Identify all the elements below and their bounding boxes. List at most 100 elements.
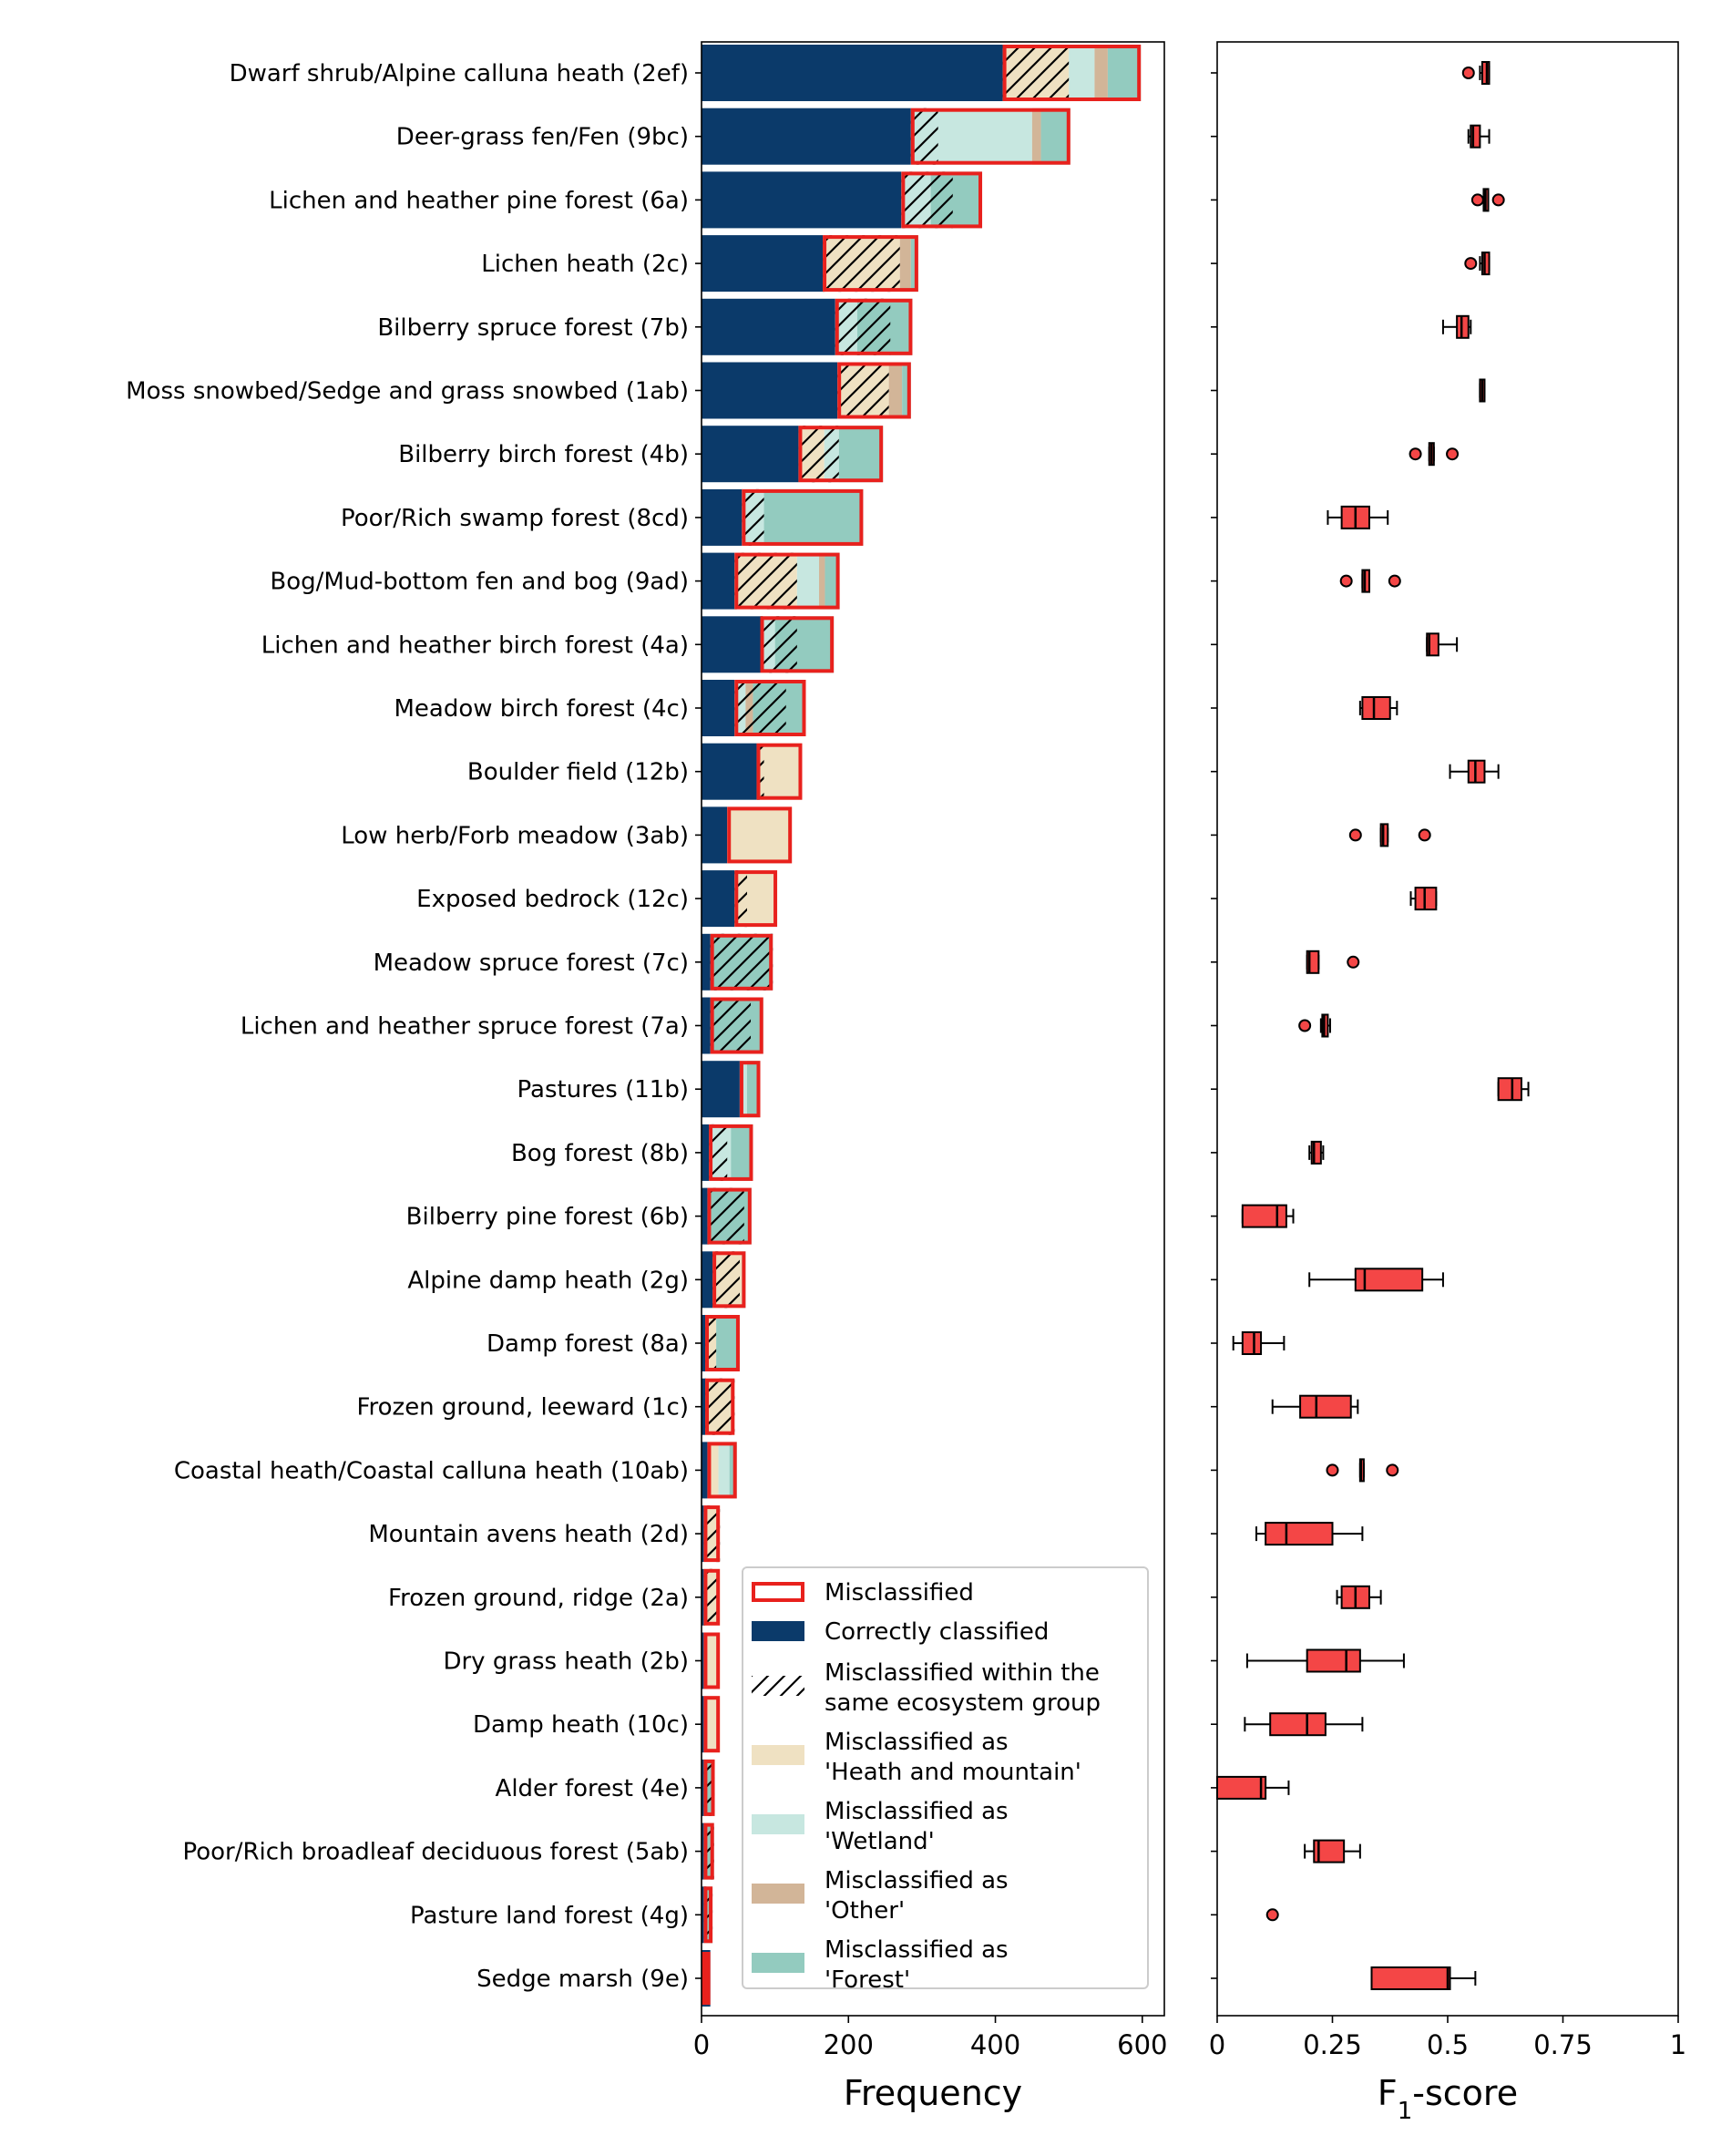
category-label: Lichen and heather birch forest (4a) [261,631,689,659]
within-group-hatch [703,1822,714,1880]
f1-box [1336,1585,1382,1609]
misclassified-outline [823,235,918,293]
correct-segment [702,426,799,483]
iqr-box [1241,1331,1263,1355]
outlier-point [1326,1463,1339,1477]
correct-segment [702,552,735,610]
misclassified-outline [835,298,913,355]
other-segment [899,235,911,293]
f1-box [1327,505,1389,529]
within-group-hatch [901,171,953,229]
correct-segment [702,997,711,1054]
misclassified-outline [702,1952,711,2005]
correct-segment [702,1505,704,1563]
outlier-point [1265,1908,1279,1922]
misclassified-outline [837,362,911,419]
within-group-hatch [712,1251,740,1309]
f1-score-panel: 0 0.25 0.5 0.75 1 F1-score [1209,41,1686,2125]
correct-segment [702,1061,740,1118]
other-segment [888,362,903,419]
misclassified-outline [910,108,1071,165]
misclassified-outline [756,743,803,800]
misclassified-outline [705,1378,735,1435]
outlier-point [1491,193,1505,207]
category-label: Dry grass heath (2b) [443,1648,689,1676]
category-label: Poor/Rich broadleaf deciduous forest (5a… [182,1839,689,1866]
iqr-box [1467,759,1486,784]
within-group-hatch [756,743,764,800]
correct-segment [702,171,902,229]
outlier-point [1464,257,1478,271]
misclassified-outline [734,552,840,610]
heath-segment [727,806,793,864]
misclassified-outline [709,1124,753,1181]
legend-label: Misclassified as 'Wetland' [825,1798,1009,1855]
forest-segment [1107,45,1142,101]
forest-segment [729,1442,737,1499]
f1-box [1298,1013,1331,1038]
f1-box [1304,1839,1361,1863]
misclassified-outline [703,1696,721,1753]
x-tick-label: 400 [970,2029,1020,2060]
iqr-box [1370,1966,1451,1990]
within-group-hatch [1002,45,1070,101]
legend-box [742,1566,1149,1989]
outlier-point [1446,447,1460,461]
legend-swatch [752,1745,804,1765]
within-group-hatch [742,488,764,546]
f1-box [1409,442,1460,467]
f1-box [1244,1712,1364,1737]
misclassified-outline [703,1759,715,1816]
f1-box [1461,61,1491,85]
iqr-box [1456,314,1470,339]
correct-segment [702,1696,704,1753]
f1-box [1306,950,1360,974]
iqr-box [1241,1204,1287,1228]
outlier-point [1298,1019,1312,1032]
f1-box [1449,759,1500,784]
legend-swatch [752,1814,804,1834]
f1-box [1232,1331,1286,1355]
iqr-box [1480,61,1491,85]
within-group-hatch [734,552,797,610]
correct-segment [702,1187,708,1245]
correct-segment [702,1568,704,1626]
correct-segment [702,488,743,546]
category-label: Exposed bedrock (12c) [416,886,689,913]
wetland-segment [796,552,820,610]
wetland-segment [718,1442,730,1499]
legend-label: Misclassified as 'Forest' [825,1936,1009,1994]
f1-box [1245,1648,1405,1673]
frequency-axes-frame [701,41,1165,2017]
legend-label: Misclassified as 'Heath and mountain' [825,1729,1081,1786]
outlier-point [1348,828,1362,842]
legend-label: Misclassified [825,1579,974,1607]
iqr-box [1310,1140,1322,1165]
forest-segment [1040,108,1071,165]
x-tick-label: 0.75 [1533,2029,1593,2060]
within-group-hatch [705,1378,735,1435]
f1-box [1326,1458,1399,1483]
heath-segment [703,1632,721,1689]
f1-box [1467,124,1491,149]
correct-segment [702,806,728,864]
correct-segment [702,1315,706,1371]
f1-box [1308,1140,1325,1165]
misclassified-outline [703,1632,721,1689]
x-tick-label: 600 [1117,2029,1167,2060]
iqr-box [1497,1077,1522,1102]
category-label: Mountain avens heath (2d) [368,1521,689,1548]
category-label: Moss snowbed/Sedge and grass snowbed (1a… [126,378,689,406]
within-group-hatch [734,680,786,736]
within-group-hatch [798,426,839,483]
misclassified-outline [710,997,763,1054]
x-tick-label: 0.5 [1427,2029,1469,2060]
category-label: Pasture land forest (4g) [410,1902,689,1929]
legend-label: Misclassified within the same ecosystem g… [825,1659,1101,1717]
x-tick-label: 0 [693,2029,710,2060]
wetland-segment [1069,45,1095,101]
correct-segment [702,680,735,736]
misclassified-outline [1002,45,1142,101]
outlier-point [1347,955,1360,969]
